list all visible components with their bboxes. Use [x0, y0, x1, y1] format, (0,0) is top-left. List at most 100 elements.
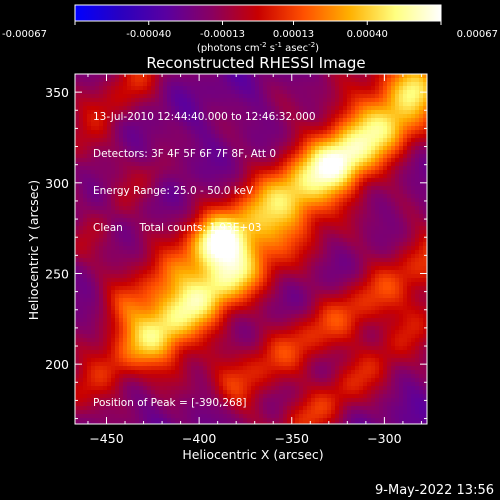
heatmap-cell: [291, 98, 296, 103]
heatmap-cell: [167, 290, 172, 295]
heatmap-cell: [291, 178, 296, 183]
heatmap-cell: [403, 106, 408, 111]
heatmap-cell: [227, 242, 232, 247]
heatmap-cell: [87, 126, 92, 131]
heatmap-cell: [267, 298, 272, 303]
heatmap-cell: [303, 186, 308, 191]
heatmap-cell: [291, 270, 296, 275]
heatmap-cell: [155, 126, 160, 131]
heatmap-cell: [91, 98, 96, 103]
heatmap-cell: [135, 198, 140, 203]
heatmap-cell: [267, 146, 272, 151]
heatmap-cell: [343, 178, 348, 183]
heatmap-cell: [399, 182, 404, 187]
heatmap-cell: [295, 174, 300, 179]
heatmap-cell: [259, 254, 264, 259]
heatmap-cell: [87, 142, 92, 147]
heatmap-cell: [367, 106, 372, 111]
heatmap-cell: [163, 146, 168, 151]
heatmap-cell: [111, 202, 116, 207]
heatmap-cell: [403, 230, 408, 235]
heatmap-cell: [423, 210, 427, 215]
heatmap-cell: [299, 122, 304, 127]
heatmap-cell: [339, 170, 344, 175]
heatmap-cell: [247, 186, 252, 191]
heatmap-cell: [139, 78, 144, 83]
heatmap-cell: [83, 130, 88, 135]
heatmap-cell: [335, 286, 340, 291]
heatmap-cell: [135, 290, 140, 295]
heatmap-cell: [287, 146, 292, 151]
heatmap-cell: [363, 214, 368, 219]
heatmap-cell: [171, 246, 176, 251]
heatmap-cell: [379, 242, 384, 247]
heatmap-cell: [399, 194, 404, 199]
heatmap-cell: [295, 118, 300, 123]
heatmap-cell: [247, 286, 252, 291]
heatmap-cell: [307, 282, 312, 287]
heatmap-cell: [355, 74, 360, 79]
heatmap-cell: [423, 98, 427, 103]
heatmap-cell: [407, 146, 412, 151]
heatmap-cell: [335, 86, 340, 91]
heatmap-cell: [383, 294, 388, 299]
heatmap-cell: [183, 206, 188, 211]
heatmap-cell: [371, 78, 376, 83]
heatmap-cell: [123, 122, 128, 127]
heatmap-cell: [407, 202, 412, 207]
heatmap-cell: [123, 198, 128, 203]
heatmap-cell: [367, 234, 372, 239]
heatmap-cell: [235, 214, 240, 219]
heatmap-cell: [115, 122, 120, 127]
heatmap-cell: [395, 246, 400, 251]
heatmap-cell: [167, 150, 172, 155]
heatmap-cell: [115, 266, 120, 271]
heatmap-cell: [407, 110, 412, 115]
heatmap-cell: [375, 90, 380, 95]
heatmap-cell: [355, 150, 360, 155]
heatmap-cell: [107, 74, 112, 79]
heatmap-cell: [219, 154, 224, 159]
heatmap-cell: [147, 174, 152, 179]
heatmap-cell: [351, 178, 356, 183]
heatmap-cell: [379, 234, 384, 239]
heatmap-cell: [415, 234, 420, 239]
heatmap-cell: [391, 178, 396, 183]
heatmap-cell: [387, 138, 392, 143]
heatmap-cell: [251, 266, 256, 271]
heatmap-cell: [379, 274, 384, 279]
heatmap-cell: [199, 122, 204, 127]
heatmap-cell: [403, 262, 408, 267]
heatmap-cell: [379, 130, 384, 135]
heatmap-cell: [191, 290, 196, 295]
colorbar-tick-label: -0.00067: [2, 29, 47, 40]
heatmap-cell: [267, 214, 272, 219]
heatmap-cell: [383, 158, 388, 163]
heatmap-cell: [335, 226, 340, 231]
heatmap-cell: [419, 102, 424, 107]
heatmap-cell: [247, 138, 252, 143]
heatmap-cell: [387, 118, 392, 123]
heatmap-cell: [287, 114, 292, 119]
heatmap-cell: [215, 82, 220, 87]
heatmap-cell: [127, 226, 132, 231]
heatmap-cell: [391, 222, 396, 227]
heatmap-cell: [215, 154, 220, 159]
heatmap-cell: [179, 194, 184, 199]
heatmap-cell: [119, 266, 124, 271]
heatmap-cell: [255, 122, 260, 127]
heatmap-cell: [347, 146, 352, 151]
heatmap-cell: [287, 170, 292, 175]
heatmap-cell: [315, 206, 320, 211]
heatmap-cell: [175, 290, 180, 295]
heatmap-cell: [95, 194, 100, 199]
heatmap-cell: [383, 150, 388, 155]
heatmap-cell: [351, 134, 356, 139]
heatmap-cell: [371, 274, 376, 279]
heatmap-cell: [183, 102, 188, 107]
heatmap-cell: [119, 270, 124, 275]
heatmap-cell: [303, 226, 308, 231]
heatmap-cell: [295, 214, 300, 219]
heatmap-cell: [379, 102, 384, 107]
